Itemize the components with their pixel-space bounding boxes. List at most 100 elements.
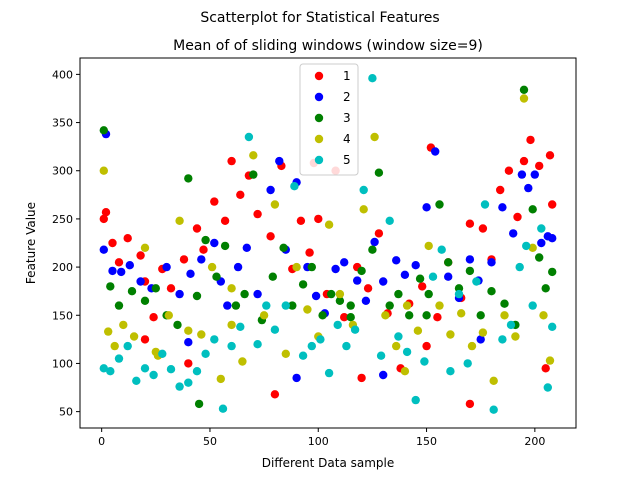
point-series-1: [184, 359, 193, 368]
point-series-4: [175, 216, 184, 225]
point-series-5: [270, 325, 280, 334]
point-series-2: [197, 255, 206, 264]
point-series-2: [509, 229, 518, 238]
y-tick-label: 100: [52, 357, 73, 370]
x-axis-label: Different Data sample: [262, 456, 395, 470]
point-series-5: [394, 332, 403, 341]
point-series-3: [288, 301, 297, 310]
point-series-3: [548, 267, 557, 277]
point-series-5: [376, 351, 386, 360]
point-series-3: [541, 284, 550, 293]
y-tick-label: 50: [59, 406, 73, 419]
point-series-3: [528, 205, 537, 214]
point-series-5: [489, 405, 498, 414]
point-series-1: [418, 282, 427, 291]
point-series-5: [498, 335, 507, 344]
point-series-1: [535, 161, 544, 171]
point-series-3: [249, 170, 258, 179]
legend-box: [299, 63, 359, 176]
point-series-5: [210, 335, 219, 344]
point-series-1: [305, 248, 314, 257]
point-series-5: [262, 301, 271, 310]
point-series-3: [374, 168, 384, 177]
legend-label: 2: [343, 90, 351, 104]
point-series-1: [227, 156, 236, 166]
point-series-5: [253, 340, 262, 349]
point-series-1: [314, 214, 323, 224]
point-series-1: [270, 390, 280, 399]
point-series-3: [346, 313, 355, 322]
point-series-5: [463, 359, 472, 368]
legend-label: 3: [343, 111, 351, 125]
point-series-4: [446, 330, 455, 339]
point-series-4: [164, 311, 173, 320]
point-series-2: [487, 258, 496, 267]
point-series-4: [259, 311, 269, 320]
point-series-5: [446, 367, 455, 376]
point-series-1: [374, 229, 384, 238]
point-series-4: [511, 332, 520, 341]
point-series-4: [400, 367, 410, 376]
point-series-2: [353, 276, 362, 285]
point-series-2: [476, 335, 485, 344]
point-series-4: [528, 243, 537, 252]
chart-title: Mean of of sliding windows (window size=…: [173, 38, 483, 54]
point-series-1: [166, 284, 176, 293]
legend-label: 4: [343, 132, 351, 146]
point-series-5: [472, 277, 481, 286]
point-series-3: [194, 399, 204, 409]
point-series-2: [524, 183, 533, 193]
y-axis-ticks: 50 100 150 200 250 300 350 400: [52, 68, 80, 419]
y-axis-label: Feature Value: [24, 202, 38, 284]
point-series-2: [379, 277, 388, 286]
point-series-2: [537, 238, 546, 248]
legend-marker: [314, 155, 324, 165]
point-series-1: [149, 313, 158, 322]
point-series-5: [184, 378, 193, 387]
point-series-1: [465, 399, 475, 409]
points-layer: [99, 74, 557, 414]
point-series-2: [331, 264, 340, 274]
point-series-2: [498, 203, 507, 212]
point-series-5: [385, 216, 394, 225]
point-series-4: [392, 341, 401, 351]
legend-marker: [314, 134, 324, 144]
x-axis-ticks: 0 50 100 150 200: [98, 428, 545, 448]
point-series-1: [210, 197, 219, 206]
point-series-2: [136, 277, 145, 286]
point-series-4: [335, 289, 345, 299]
point-series-5: [480, 200, 490, 209]
point-series-1: [513, 212, 522, 222]
legend: 1 2 3 4 5: [299, 63, 359, 176]
point-series-3: [500, 299, 509, 308]
point-series-1: [496, 185, 505, 195]
point-series-4: [402, 301, 412, 310]
point-series-5: [522, 241, 531, 251]
point-series-3: [335, 296, 345, 305]
x-tick-label: 50: [203, 435, 217, 448]
figure-suptitle: Scatterplot for Statistical Features: [200, 10, 439, 26]
point-series-2: [117, 267, 126, 277]
point-series-5: [368, 74, 377, 83]
point-series-5: [515, 262, 524, 272]
point-series-1: [236, 190, 245, 199]
point-series-2: [444, 272, 453, 281]
point-series-4: [207, 262, 217, 272]
point-series-2: [242, 243, 251, 252]
point-series-1: [108, 238, 117, 248]
point-series-3: [465, 266, 475, 276]
point-series-5: [99, 364, 109, 373]
point-series-4: [227, 284, 236, 293]
point-series-5: [201, 349, 210, 358]
point-series-5: [158, 349, 167, 358]
point-series-5: [411, 395, 420, 405]
legend-label: 5: [343, 153, 351, 167]
x-tick-label: 0: [98, 435, 105, 448]
legend-marker: [314, 71, 324, 81]
point-series-3: [368, 245, 377, 254]
point-series-5: [114, 354, 124, 363]
point-series-2: [223, 301, 232, 310]
point-series-1: [541, 364, 550, 373]
point-series-4: [303, 305, 312, 314]
